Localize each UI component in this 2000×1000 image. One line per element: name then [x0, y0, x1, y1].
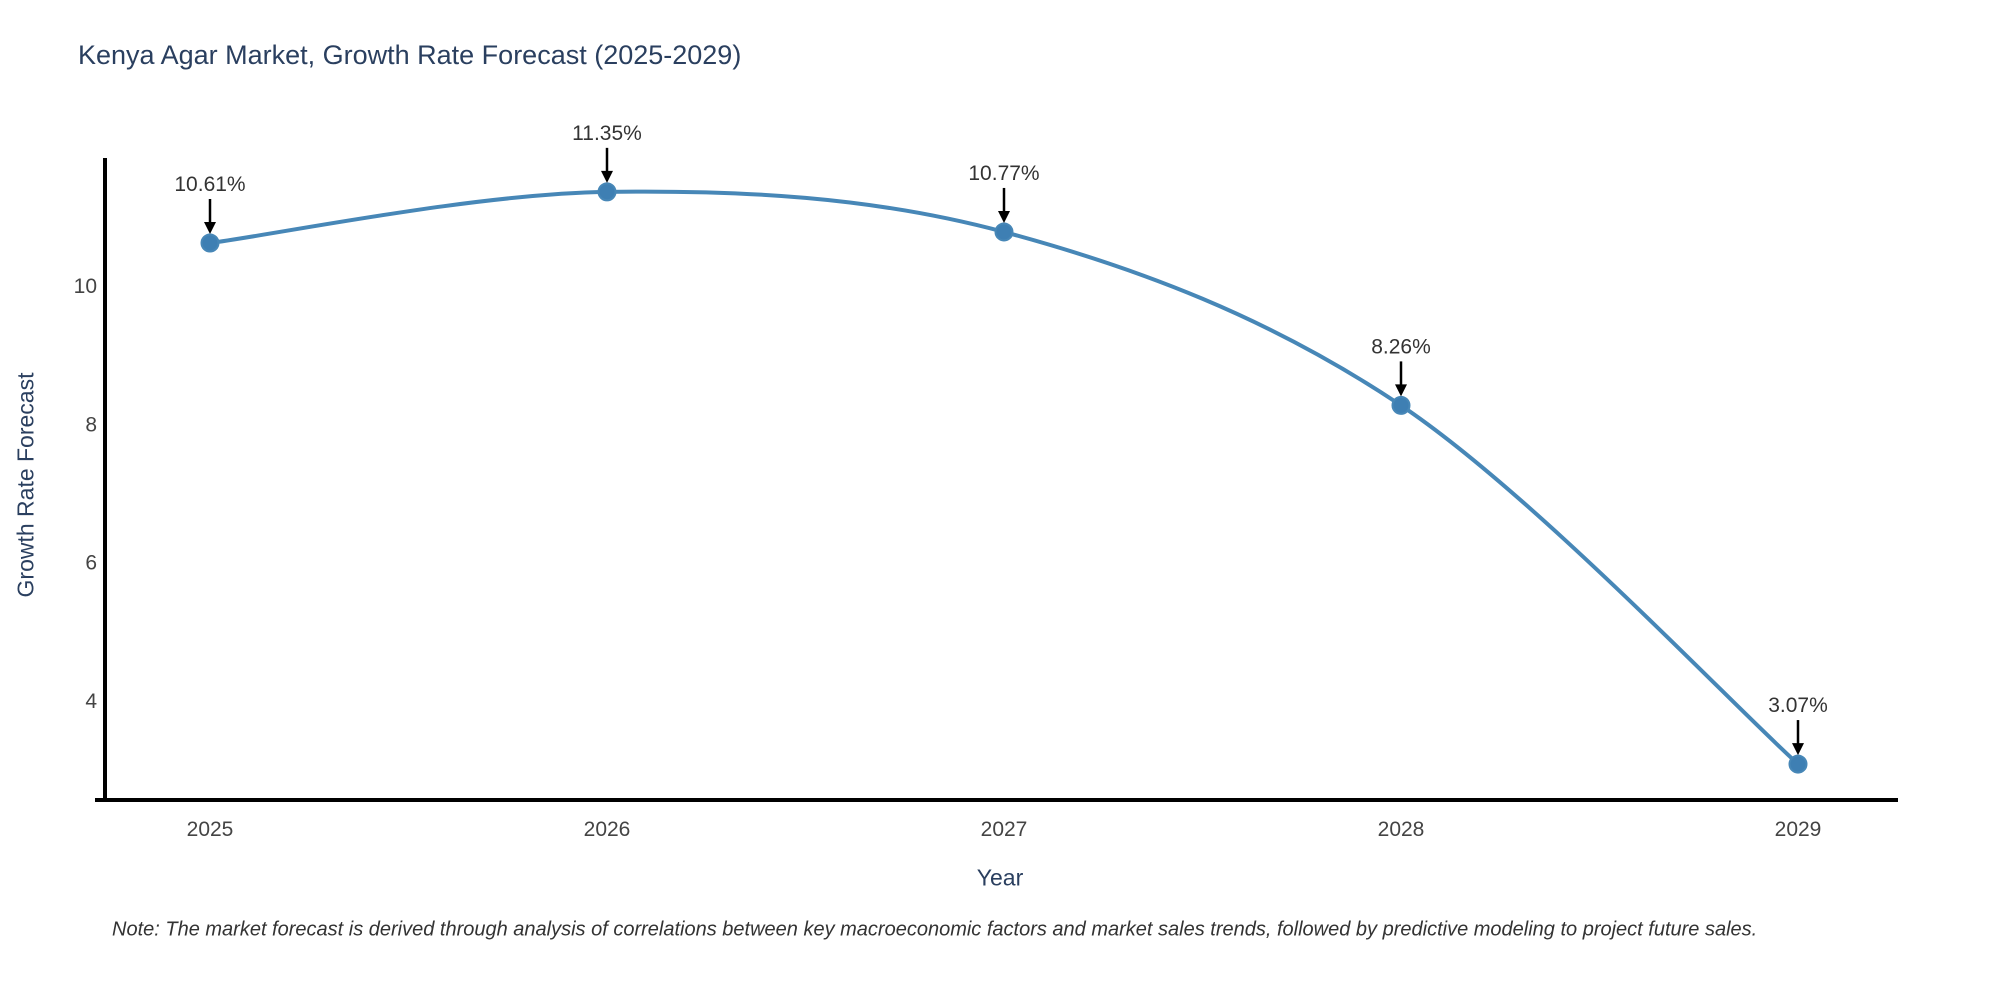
point-annotation: 10.77% — [968, 162, 1039, 185]
point-annotation: 10.61% — [174, 173, 245, 196]
data-point[interactable] — [200, 233, 220, 253]
y-tick-label: 10 — [74, 275, 97, 298]
point-annotation: 3.07% — [1768, 694, 1828, 717]
footnote: Note: The market forecast is derived thr… — [112, 918, 1758, 941]
point-annotation: 8.26% — [1371, 335, 1431, 358]
data-point[interactable] — [1391, 395, 1411, 415]
annotation-arrowhead — [204, 222, 216, 235]
point-annotation: 11.35% — [572, 122, 642, 145]
annotation-arrowhead — [1395, 384, 1407, 397]
x-tick-label: 2025 — [187, 818, 234, 841]
data-point[interactable] — [1788, 754, 1808, 774]
data-point[interactable] — [597, 182, 617, 202]
y-tick-label: 4 — [85, 690, 97, 713]
annotation-arrowhead — [1792, 743, 1804, 756]
y-axis-title: Growth Rate Forecast — [12, 372, 39, 598]
x-tick-label: 2029 — [1775, 818, 1822, 841]
x-tick-label: 2026 — [584, 818, 631, 841]
x-tick-label: 2027 — [981, 818, 1028, 841]
chart-title: Kenya Agar Market, Growth Rate Forecast … — [78, 40, 742, 70]
y-tick-label: 6 — [85, 552, 97, 575]
x-tick-label: 2028 — [1378, 818, 1425, 841]
data-point[interactable] — [994, 222, 1014, 242]
y-tick-label: 8 — [85, 413, 97, 436]
x-axis-title: Year — [976, 864, 1024, 891]
annotation-arrowhead — [998, 210, 1010, 223]
annotation-arrowhead — [601, 170, 613, 183]
forecast-line — [208, 189, 1800, 767]
